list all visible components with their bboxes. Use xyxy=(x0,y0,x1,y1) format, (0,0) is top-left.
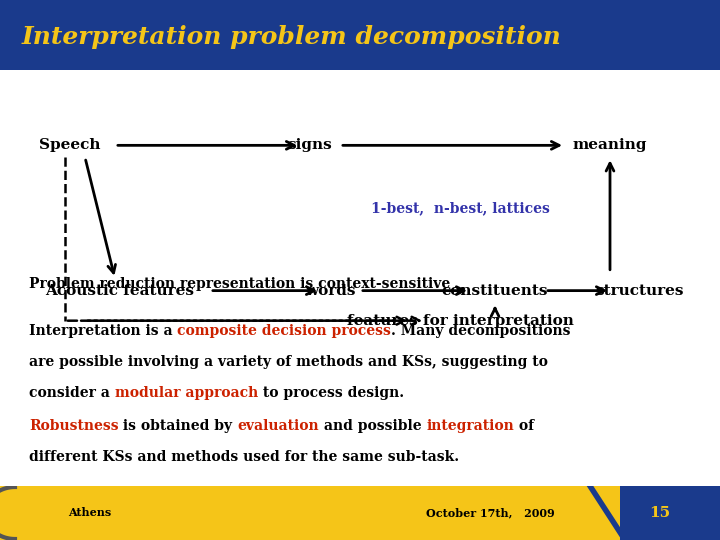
Text: features for interpretation: features for interpretation xyxy=(346,314,573,328)
Text: consider a: consider a xyxy=(29,386,114,400)
FancyBboxPatch shape xyxy=(0,0,720,70)
Text: is obtained by: is obtained by xyxy=(118,420,238,434)
Text: of: of xyxy=(514,420,534,434)
Text: words: words xyxy=(305,284,355,298)
FancyBboxPatch shape xyxy=(0,70,720,486)
Text: Acoustic features: Acoustic features xyxy=(45,284,194,298)
Text: meaning: meaning xyxy=(572,138,647,152)
Text: October 17th,   2009: October 17th, 2009 xyxy=(426,508,554,518)
Text: are possible involving a variety of methods and KSs, suggesting to: are possible involving a variety of meth… xyxy=(29,355,548,369)
FancyBboxPatch shape xyxy=(0,486,720,540)
Text: Athens: Athens xyxy=(68,508,112,518)
Text: evaluation: evaluation xyxy=(238,420,319,434)
Text: modular approach: modular approach xyxy=(114,386,258,400)
Text: Interpretation problem decomposition: Interpretation problem decomposition xyxy=(22,24,562,49)
Text: Problem reduction representation is context-sensitive: Problem reduction representation is cont… xyxy=(29,277,450,291)
Text: 1-best,  n-best, lattices: 1-best, n-best, lattices xyxy=(371,201,549,215)
Text: to process design.: to process design. xyxy=(258,386,404,400)
Text: Speech: Speech xyxy=(40,138,101,152)
FancyBboxPatch shape xyxy=(620,486,720,540)
Text: and possible: and possible xyxy=(319,420,426,434)
Text: Interpretation is a: Interpretation is a xyxy=(29,325,177,339)
Text: constituents: constituents xyxy=(442,284,548,298)
Text: Robustness: Robustness xyxy=(29,420,118,434)
Text: signs: signs xyxy=(287,138,333,152)
Text: integration: integration xyxy=(426,420,514,434)
Text: composite decision process: composite decision process xyxy=(177,325,391,339)
Text: . Many decompositions: . Many decompositions xyxy=(391,325,571,339)
Text: 15: 15 xyxy=(649,506,670,520)
Text: different KSs and methods used for the same sub-task.: different KSs and methods used for the s… xyxy=(29,450,459,464)
Text: structures: structures xyxy=(595,284,684,298)
